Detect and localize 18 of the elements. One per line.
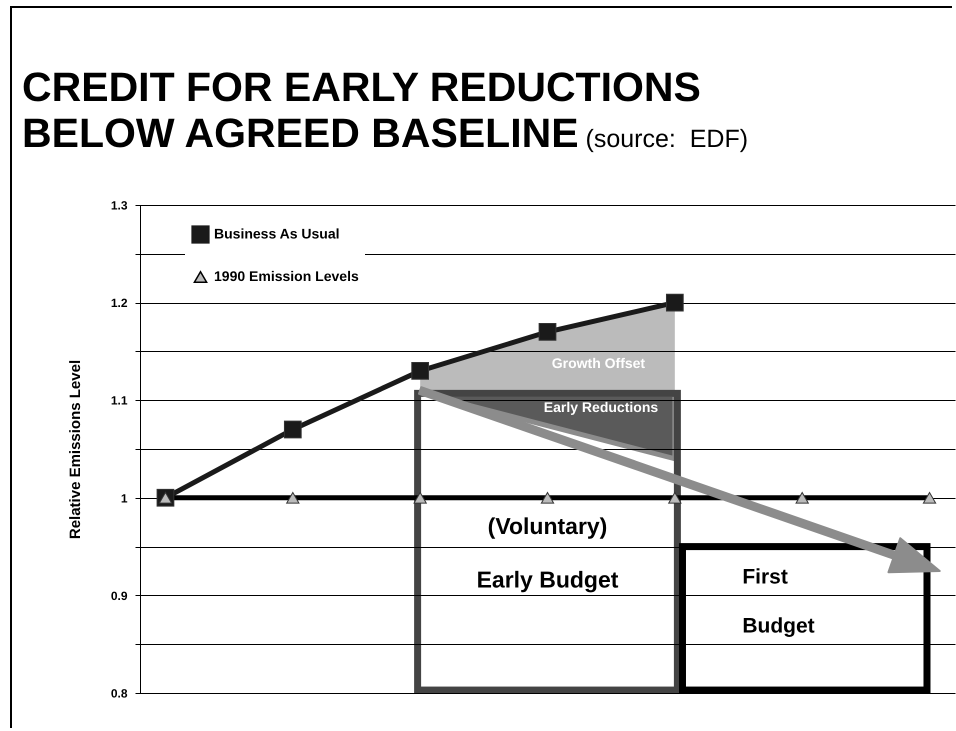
y-axis-title: Relative Emissions Level bbox=[66, 360, 84, 540]
y-tick-label: 0.9 bbox=[110, 588, 128, 603]
y-tick-label: 1.3 bbox=[110, 198, 128, 212]
y-tick-label: 1.1 bbox=[110, 394, 128, 408]
annotation: Early Reductions bbox=[544, 398, 658, 415]
y-tick-label: 0.8 bbox=[110, 686, 128, 700]
legend-label: 1990 Emission Levels bbox=[214, 268, 359, 284]
text: (source: EDF) bbox=[584, 125, 748, 153]
text: First Budget bbox=[742, 566, 815, 638]
point bbox=[666, 294, 684, 312]
text: (Voluntary) Early Budget bbox=[476, 512, 618, 593]
legend-label: Business As Usual bbox=[214, 226, 340, 242]
y-tick-label: 1 bbox=[120, 491, 128, 506]
annotation: Growth Offset bbox=[552, 354, 646, 371]
point bbox=[538, 323, 556, 341]
point bbox=[284, 420, 302, 438]
y-tick-label: 1.2 bbox=[110, 296, 128, 310]
point bbox=[411, 362, 430, 380]
